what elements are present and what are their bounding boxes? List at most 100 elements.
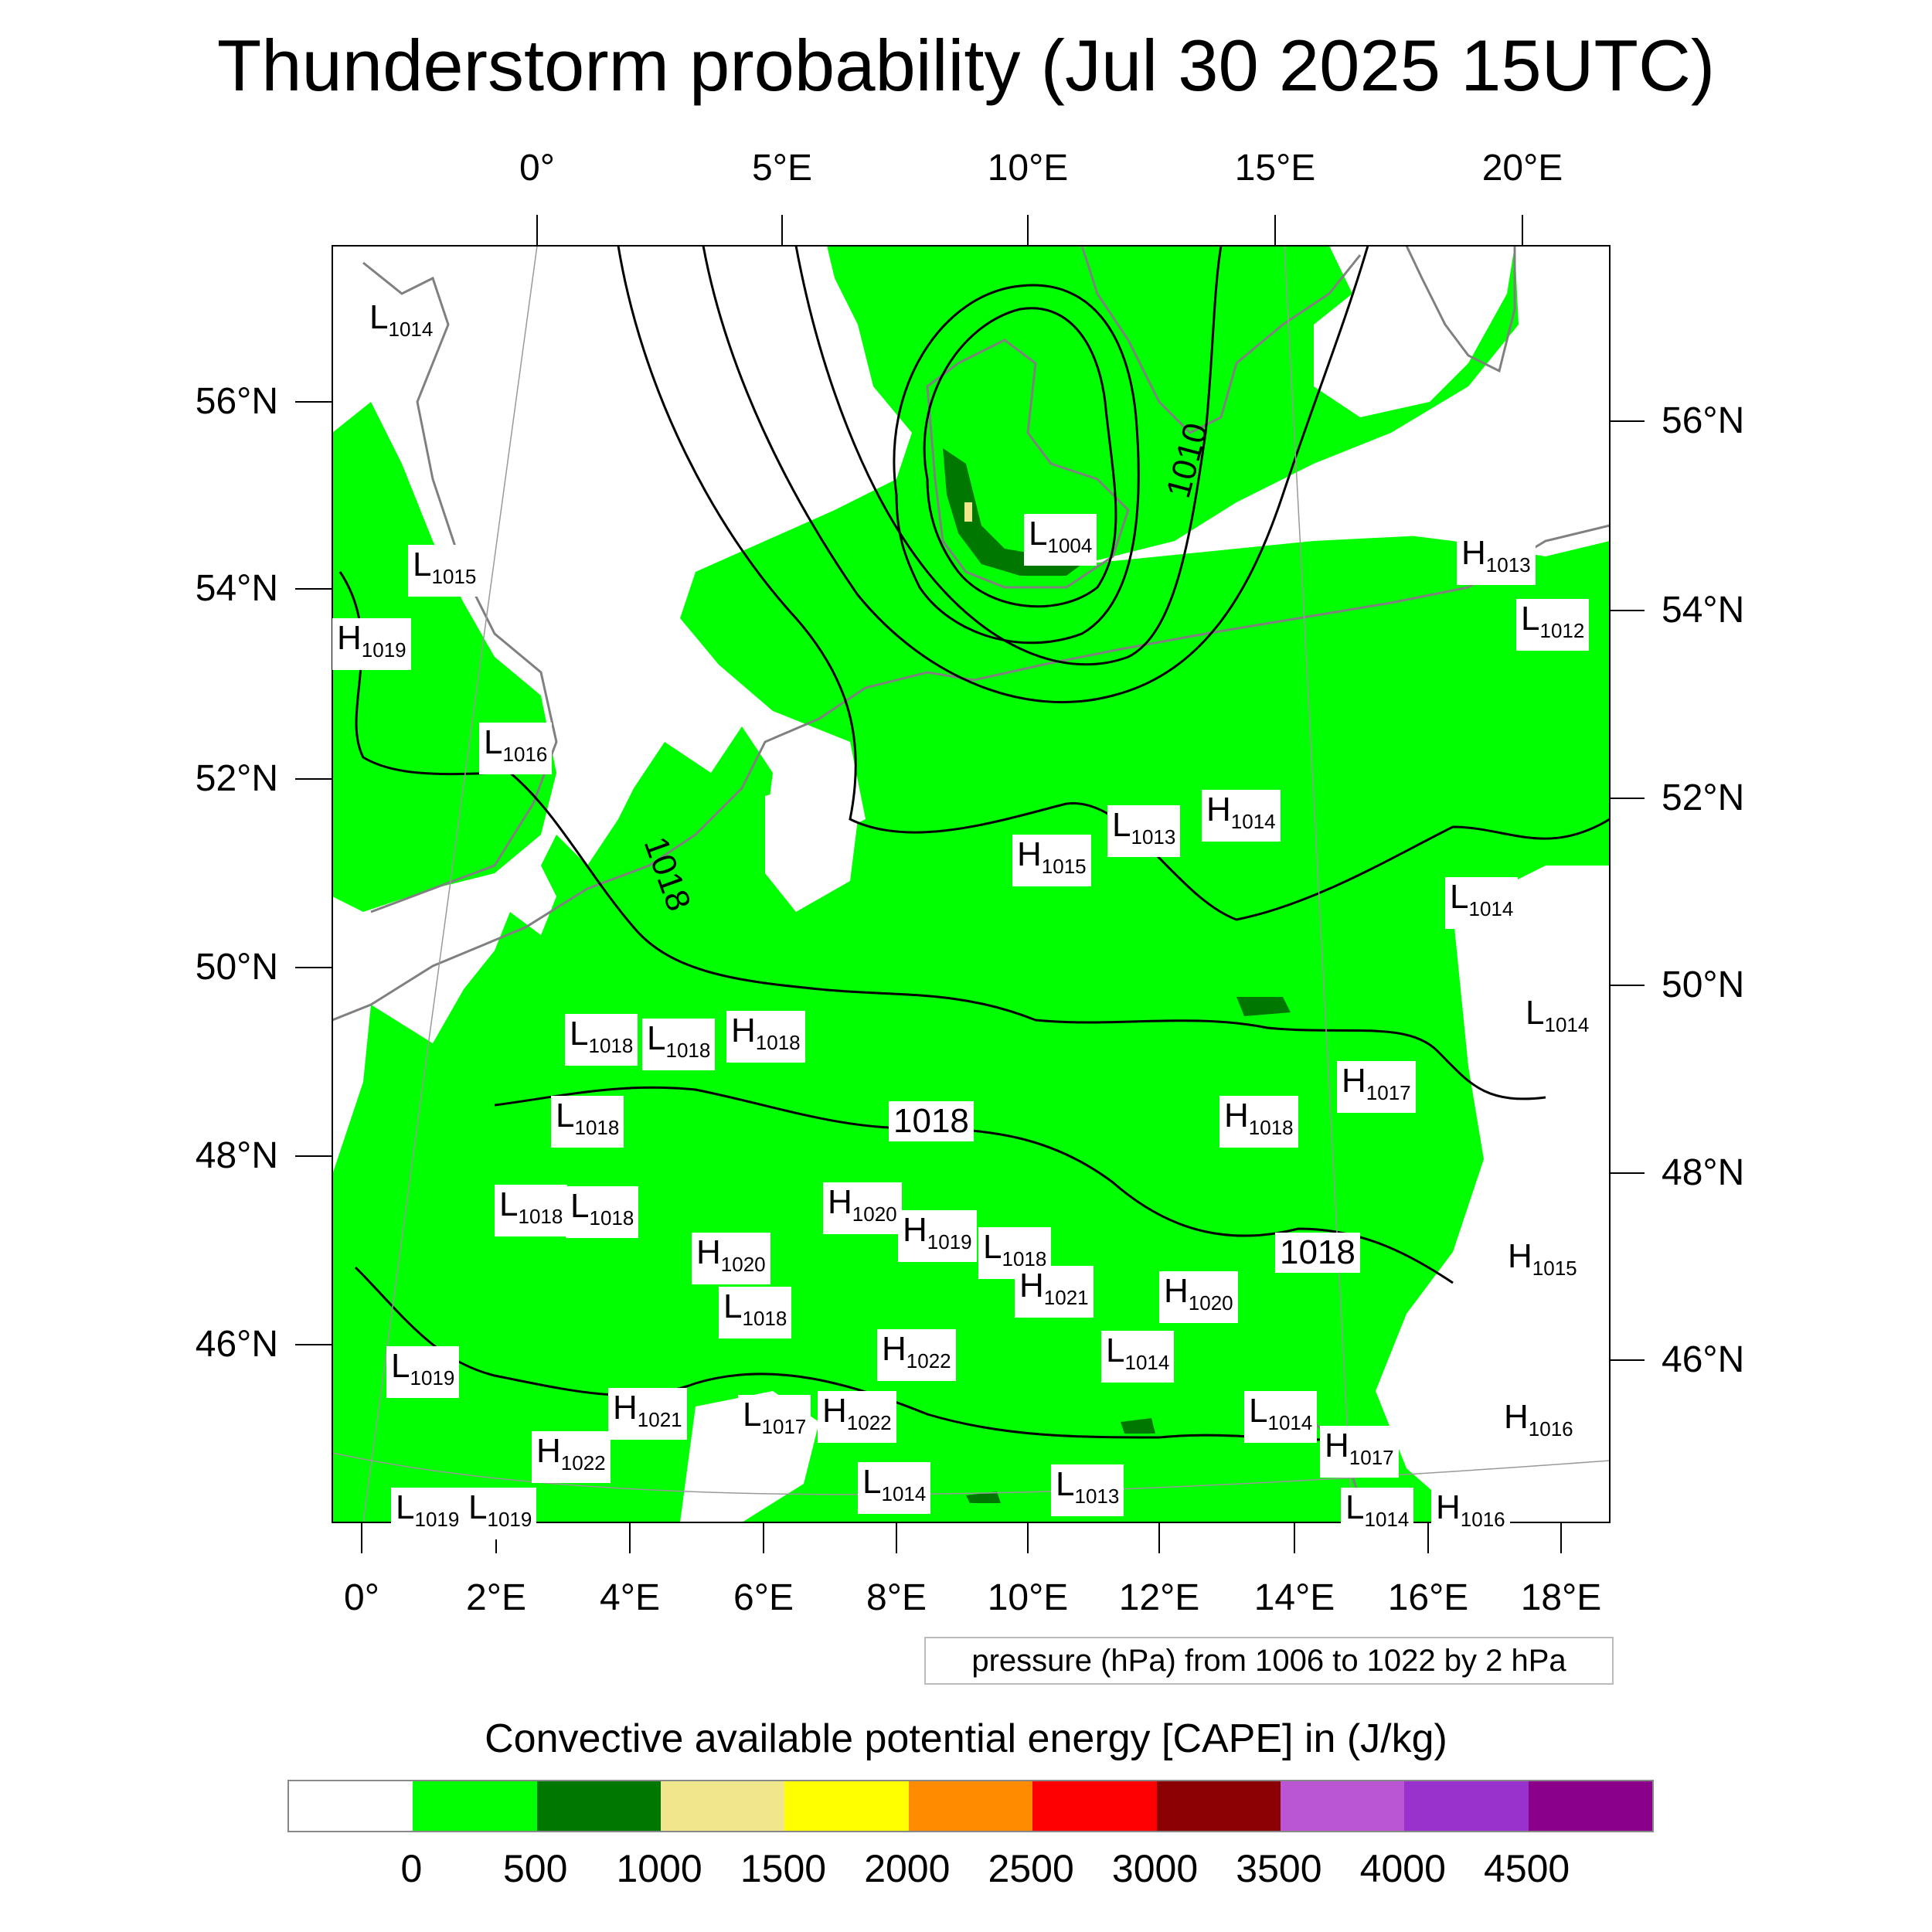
low-pressure-label: L1018	[565, 1014, 638, 1066]
bottom-lon-label: 10°E	[987, 1577, 1069, 1618]
right-lat-label: 50°N	[1662, 964, 1745, 1005]
pressure-value: 1014	[1267, 1411, 1313, 1434]
high-pressure-label: H1020	[1159, 1271, 1238, 1323]
colorbar-swatch	[908, 1781, 1033, 1831]
top-lon-label: 10°E	[987, 148, 1069, 189]
isobar-1016	[338, 571, 1546, 1100]
colorbar-swatch	[1032, 1781, 1157, 1831]
pressure-type: L	[743, 1396, 762, 1434]
isobar-1018	[494, 1086, 1454, 1284]
pressure-value: 1014	[1468, 897, 1514, 920]
low-pressure-label: L1014	[1341, 1488, 1414, 1539]
pressure-value: 1018	[588, 1034, 634, 1057]
colorbar-title: Convective available potential energy [C…	[485, 1716, 1447, 1761]
right-lat-label: 54°N	[1662, 590, 1745, 631]
low-pressure-label: L1014	[1445, 877, 1519, 929]
top-lon-label: 20°E	[1481, 148, 1563, 189]
high-pressure-label: H1016	[1499, 1397, 1578, 1449]
pressure-value: 1016	[502, 743, 548, 766]
high-pressure-label: H1013	[1457, 533, 1536, 585]
high-pressure-label: H1017	[1337, 1061, 1416, 1113]
isobar-1014	[617, 246, 1610, 921]
low-pressure-label: L1014	[365, 298, 438, 349]
pressure-value: 1014	[1544, 1013, 1590, 1036]
right-lat-label: 46°N	[1662, 1339, 1745, 1380]
high-pressure-label: H1019	[332, 618, 411, 670]
pressure-value: 1022	[560, 1451, 606, 1475]
pressure-type: H	[1164, 1272, 1189, 1310]
high-pressure-label: H1016	[1431, 1488, 1510, 1539]
pressure-type: L	[499, 1185, 519, 1223]
pressure-type: H	[536, 1432, 561, 1470]
pressure-type: L	[647, 1019, 666, 1057]
low-pressure-label: L1018	[551, 1096, 624, 1148]
pressure-value: 1019	[410, 1366, 455, 1389]
right-lat-label: 48°N	[1662, 1152, 1745, 1193]
low-pressure-label: L1014	[1101, 1331, 1175, 1383]
pressure-type: L	[468, 1488, 488, 1526]
low-pressure-label: L1012	[1516, 599, 1590, 651]
pressure-value: 1014	[1364, 1508, 1410, 1531]
colorbar-swatch	[661, 1781, 785, 1831]
pressure-value: 1015	[431, 565, 477, 588]
pressure-type: H	[1436, 1488, 1461, 1526]
low-pressure-label: L1018	[642, 1019, 716, 1070]
high-pressure-label: H1021	[608, 1388, 687, 1440]
map-title: Thunderstorm probability (Jul 30 2025 15…	[216, 25, 1716, 106]
cape-mid-south	[966, 1492, 1001, 1503]
bottom-lon-label: 0°	[344, 1577, 379, 1618]
isobar-1006	[923, 307, 1117, 608]
pressure-type: L	[1345, 1488, 1365, 1526]
bottom-lon-label: 12°E	[1118, 1577, 1200, 1618]
pressure-type: H	[1325, 1427, 1349, 1464]
pressure-value: 1016	[1528, 1417, 1573, 1440]
pressure-value: 1019	[927, 1230, 972, 1253]
bottom-lon-label: 6°E	[733, 1577, 794, 1618]
pressure-value: 1014	[1230, 810, 1276, 833]
colorbar-tick-label: 1500	[740, 1847, 827, 1890]
top-lon-label: 5°E	[752, 148, 812, 189]
pressure-value: 1014	[881, 1482, 927, 1505]
pressure-value: 1021	[637, 1408, 682, 1431]
isobar-1012	[702, 246, 1369, 704]
colorbar-swatch	[536, 1781, 662, 1831]
left-lat-label: 46°N	[195, 1324, 278, 1365]
pressure-value: 1018	[742, 1307, 787, 1330]
colorbar-swatch	[1404, 1781, 1529, 1831]
left-lat-label: 54°N	[195, 568, 278, 609]
low-pressure-label: L1014	[858, 1462, 931, 1514]
high-pressure-label: H1020	[692, 1233, 770, 1284]
pressure-type: H	[696, 1233, 721, 1271]
bottom-lon-label: 8°E	[866, 1577, 927, 1618]
low-pressure-label: L1013	[1107, 805, 1181, 857]
pressure-type: H	[1224, 1097, 1249, 1134]
coastline-continent	[332, 524, 1610, 1022]
pressure-value: 1019	[414, 1508, 460, 1531]
bottom-ticks	[361, 1522, 1562, 1553]
isobar-1008	[893, 284, 1140, 645]
pressure-value: 1018	[518, 1205, 563, 1228]
pressure-type: L	[1249, 1392, 1268, 1430]
cape-area-uk	[332, 402, 556, 912]
low-pressure-label: L1018	[566, 1186, 639, 1238]
low-pressure-label: L1015	[408, 545, 481, 597]
pressure-note: pressure (hPa) from 1006 to 1022 by 2 hP…	[924, 1637, 1614, 1685]
cape-mid-central	[1236, 997, 1291, 1016]
pressure-value: 1019	[361, 638, 406, 662]
pressure-type: L	[1521, 600, 1540, 638]
pressure-type: H	[1508, 1237, 1532, 1275]
pressure-type: H	[1461, 534, 1486, 572]
coastline-denmark	[926, 338, 1130, 589]
bottom-lon-label: 16°E	[1387, 1577, 1469, 1618]
pressure-type: L	[396, 1488, 415, 1526]
high-pressure-label: H1019	[898, 1210, 977, 1262]
isobar-1020	[354, 1266, 1361, 1441]
pressure-value: 1017	[1366, 1081, 1411, 1104]
pressure-type: L	[413, 546, 432, 583]
pressure-type: H	[1019, 1267, 1044, 1304]
bottom-lon-label: 18°E	[1520, 1577, 1602, 1618]
pressure-value: 1013	[1074, 1485, 1120, 1508]
colorbar-swatch	[784, 1781, 909, 1831]
low-pressure-label: L1016	[479, 723, 553, 774]
